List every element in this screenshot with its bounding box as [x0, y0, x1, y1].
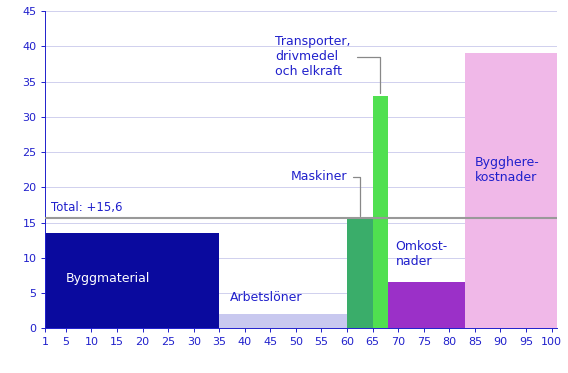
- Text: Transporter,
drivmedel
och elkraft: Transporter, drivmedel och elkraft: [275, 35, 381, 93]
- Bar: [45, 233, 219, 328]
- Text: Bygghere-
kostnader: Bygghere- kostnader: [475, 156, 540, 184]
- Text: Omkost-
nader: Omkost- nader: [395, 240, 448, 268]
- Bar: [373, 96, 388, 328]
- Text: Total: +15,6: Total: +15,6: [51, 201, 122, 214]
- Bar: [219, 314, 347, 328]
- Text: Byggmaterial: Byggmaterial: [66, 272, 151, 285]
- Bar: [347, 219, 373, 328]
- Bar: [388, 282, 465, 328]
- Text: Arbetslöner: Arbetslöner: [229, 291, 302, 304]
- Bar: [465, 53, 557, 328]
- Text: Maskiner: Maskiner: [291, 170, 360, 216]
